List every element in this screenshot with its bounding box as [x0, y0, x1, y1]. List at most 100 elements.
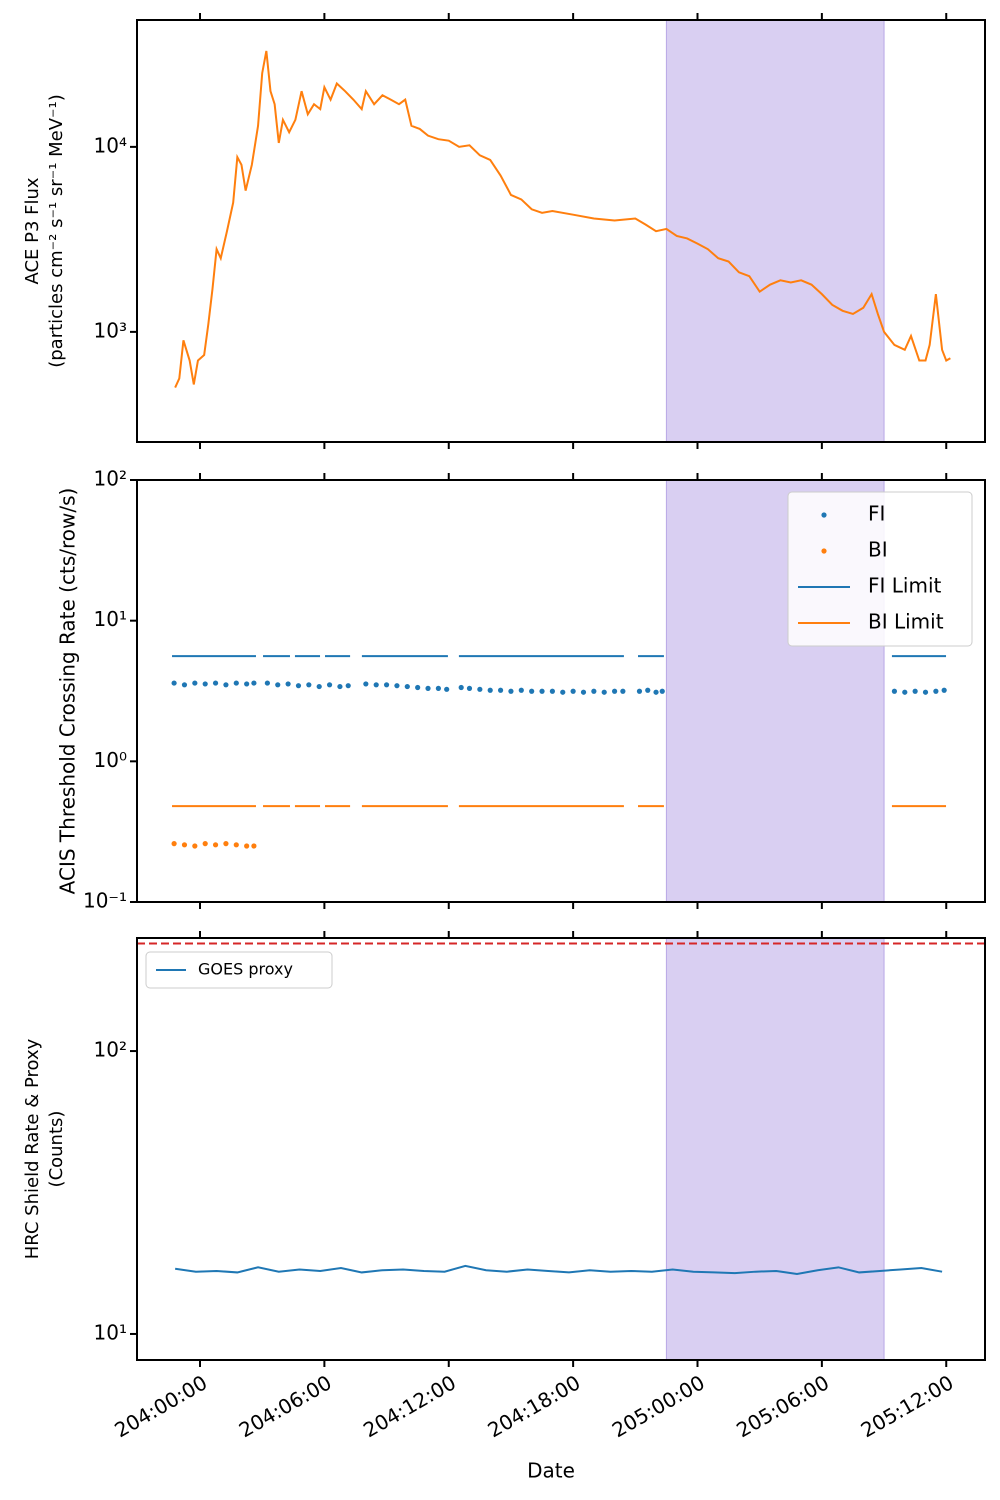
data-point	[171, 680, 177, 686]
y-axis-label: (particles cm⁻² s⁻¹ sr⁻¹ MeV⁻¹)	[46, 94, 67, 368]
legend-box	[787, 491, 973, 647]
data-point	[181, 842, 188, 848]
data-point	[345, 683, 351, 689]
data-point	[941, 687, 947, 693]
y-tick-label: 10⁻¹	[83, 889, 127, 913]
data-point	[435, 685, 441, 691]
data-point	[223, 841, 229, 847]
data-line	[175, 1264, 943, 1275]
data-point	[477, 686, 483, 692]
data-point	[645, 687, 651, 693]
legend-box	[145, 951, 333, 989]
data-point	[591, 688, 597, 694]
plot-area	[174, 20, 951, 442]
data-point	[383, 682, 390, 688]
data-point	[497, 687, 504, 693]
axes-frame	[136, 937, 986, 1361]
y-tick-label: 10²	[94, 467, 127, 491]
data-point	[636, 688, 643, 694]
data-point	[295, 683, 302, 689]
data-point	[233, 680, 239, 686]
x-tick-label: 204:12:00	[359, 1370, 460, 1442]
data-point	[212, 842, 219, 848]
x-tick-label: 204:06:00	[235, 1370, 336, 1442]
data-line	[174, 50, 951, 388]
legend-marker	[821, 512, 827, 518]
data-point	[425, 685, 431, 691]
legend-label: BI Limit	[868, 610, 944, 634]
y-tick-label: 10¹	[94, 1320, 127, 1344]
data-point	[580, 689, 587, 695]
data-point	[306, 682, 312, 688]
data-point	[539, 688, 545, 694]
data-point	[891, 688, 898, 694]
data-point	[316, 683, 322, 690]
data-point	[251, 680, 257, 686]
data-point	[202, 681, 208, 687]
data-point	[653, 689, 659, 695]
data-point	[620, 688, 626, 694]
data-point	[560, 689, 566, 695]
data-point	[404, 683, 410, 690]
x-tick-label: 205:00:00	[608, 1370, 709, 1442]
data-point	[192, 680, 198, 686]
legend-label: FI Limit	[868, 574, 941, 598]
legend-label: GOES proxy	[198, 960, 293, 979]
y-tick-label: 10³	[94, 318, 127, 342]
axes-frame	[136, 19, 986, 443]
data-point	[466, 685, 473, 691]
data-point	[223, 682, 229, 688]
x-tick-label: 205:12:00	[857, 1370, 958, 1442]
axes-frame	[136, 479, 986, 903]
data-point	[611, 688, 618, 694]
data-point	[933, 688, 939, 694]
plot-area	[137, 938, 985, 1360]
data-point	[902, 689, 908, 695]
y-tick-label: 10²	[94, 1038, 127, 1062]
x-axis-label: Date	[527, 1459, 575, 1483]
y-axis-label: ACIS Threshold Crossing Rate (cts/row/s)	[56, 488, 80, 895]
data-point	[518, 687, 524, 693]
data-point	[192, 843, 198, 849]
data-point	[181, 682, 188, 688]
data-point	[275, 682, 281, 688]
data-point	[458, 684, 464, 691]
y-tick-label: 10⁴	[94, 133, 127, 157]
data-point	[508, 688, 514, 694]
data-point	[912, 688, 918, 694]
x-tick-label: 205:06:00	[732, 1370, 833, 1442]
y-tick-label: 10⁰	[94, 748, 127, 772]
y-axis-label: HRC Shield Rate & Proxy	[22, 1038, 43, 1259]
y-axis-label: ACE P3 Flux	[22, 177, 43, 284]
data-point	[233, 842, 239, 848]
data-point	[529, 688, 535, 694]
highlight-span	[665, 20, 885, 442]
data-point	[285, 681, 291, 687]
y-tick-label: 10¹	[94, 607, 127, 631]
x-tick-label: 204:00:00	[110, 1370, 211, 1442]
data-point	[373, 682, 379, 688]
legend-label: FI	[868, 502, 885, 526]
data-point	[601, 689, 607, 695]
data-point	[264, 680, 270, 686]
data-point	[251, 843, 257, 849]
highlight-span	[665, 938, 885, 1360]
x-tick-label: 204:18:00	[484, 1370, 585, 1442]
data-point	[244, 843, 250, 849]
data-point	[922, 689, 929, 695]
data-point	[570, 688, 576, 694]
data-point	[487, 687, 493, 693]
data-point	[415, 684, 421, 691]
data-point	[244, 681, 250, 687]
legend-marker	[821, 548, 827, 554]
data-point	[659, 688, 665, 694]
data-point	[326, 682, 333, 688]
data-point	[444, 686, 450, 692]
data-point	[549, 688, 555, 694]
data-point	[202, 841, 208, 847]
data-point	[171, 841, 177, 847]
data-point	[363, 681, 369, 687]
data-point	[212, 680, 219, 686]
data-point	[394, 683, 400, 689]
